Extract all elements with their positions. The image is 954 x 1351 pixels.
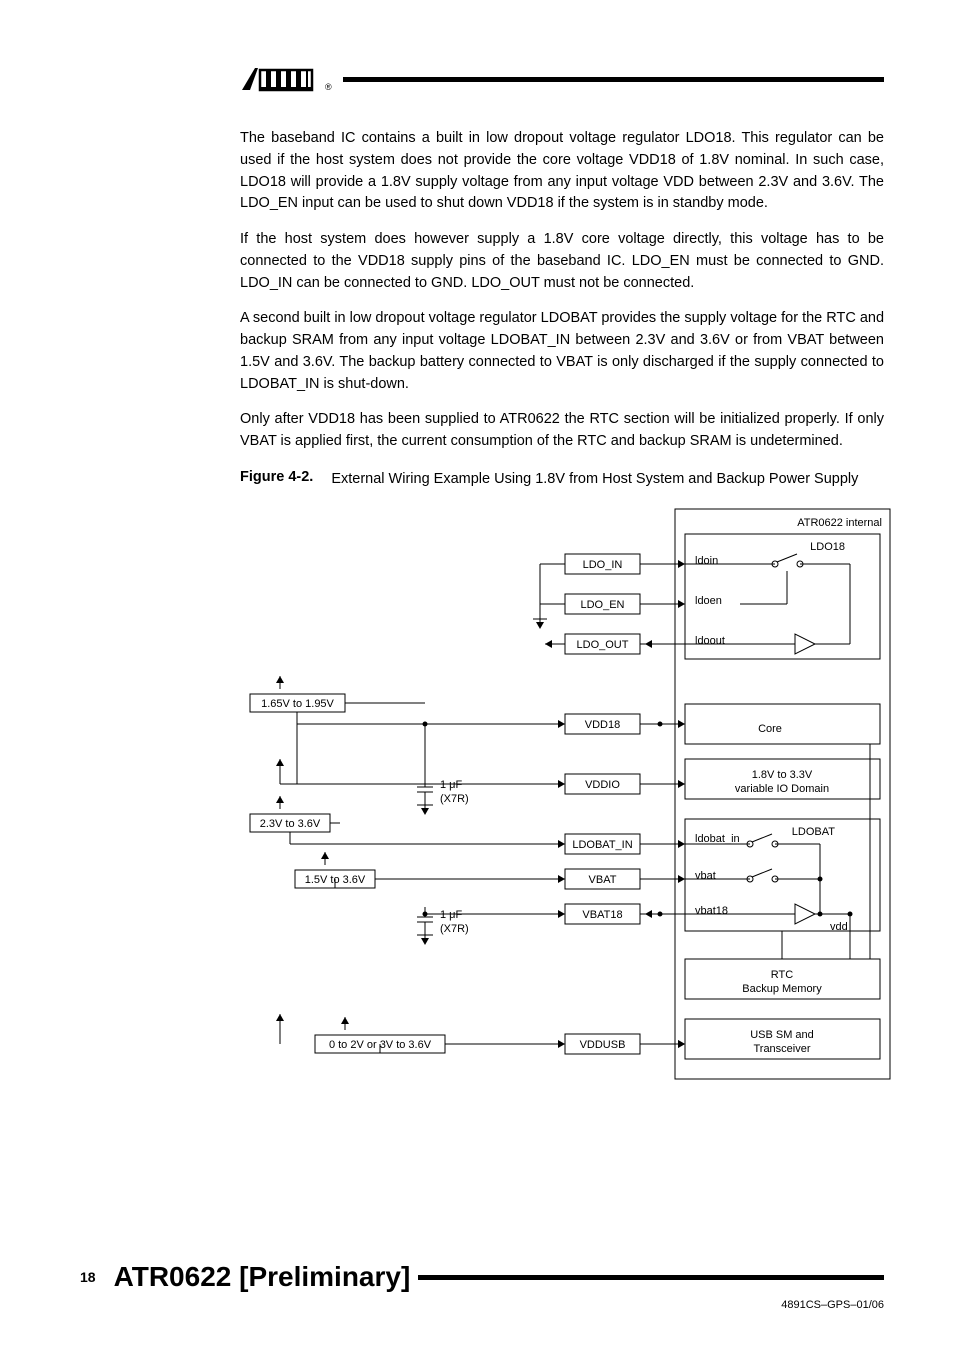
paragraph-1: The baseband IC contains a built in low … <box>240 128 884 215</box>
svg-text:1 μF: 1 μF <box>440 908 463 920</box>
svg-text:vbat18: vbat18 <box>695 904 728 916</box>
svg-text:LDO_OUT: LDO_OUT <box>577 638 629 650</box>
svg-text:LDO_EN: LDO_EN <box>580 598 624 610</box>
footer-bar <box>418 1275 884 1280</box>
svg-text:ldoen: ldoen <box>695 594 722 606</box>
svg-text:vbat: vbat <box>695 869 716 881</box>
svg-text:RTC: RTC <box>771 968 793 980</box>
header-bar <box>343 77 884 82</box>
svg-text:VDDUSB: VDDUSB <box>580 1038 626 1050</box>
figure-diagram: ATR0622 internal LDO18 Core 1.8V to 3.3V var… <box>240 499 900 1099</box>
header-row: ® <box>80 60 884 98</box>
paragraph-4: Only after VDD18 has been supplied to AT… <box>240 409 884 453</box>
svg-text:ldobat_in: ldobat_in <box>695 832 740 844</box>
svg-text:vdd: vdd <box>830 920 848 932</box>
doc-id: 4891CS–GPS–01/06 <box>80 1299 884 1311</box>
svg-text:LDOBAT_IN: LDOBAT_IN <box>572 838 632 850</box>
svg-text:USB SM and: USB SM and <box>750 1028 814 1040</box>
svg-text:Transceiver: Transceiver <box>753 1042 810 1054</box>
figure-label: Figure 4-2. <box>240 469 313 491</box>
svg-text:variable IO Domain: variable IO Domain <box>735 782 829 794</box>
svg-text:ldoout: ldoout <box>695 634 725 646</box>
svg-text:Core: Core <box>758 722 782 734</box>
figure-title: External Wiring Example Using 1.8V from … <box>331 469 858 491</box>
svg-text:VDDIO: VDDIO <box>585 778 620 790</box>
svg-text:(X7R): (X7R) <box>440 922 469 934</box>
figure-caption: Figure 4-2. External Wiring Example Usin… <box>240 469 884 491</box>
svg-text:2.3V to 3.6V: 2.3V to 3.6V <box>260 817 321 829</box>
svg-text:LDOBAT: LDOBAT <box>792 825 835 837</box>
page-number: 18 <box>80 1269 96 1285</box>
content-area: The baseband IC contains a built in low … <box>240 128 884 1099</box>
svg-text:LDO18: LDO18 <box>810 540 845 552</box>
svg-text:ATR0622 internal: ATR0622 internal <box>797 516 882 528</box>
atmel-logo: ® <box>240 60 335 98</box>
paragraph-3: A second built in low dropout voltage re… <box>240 308 884 395</box>
svg-text:®: ® <box>325 82 332 92</box>
svg-text:(X7R): (X7R) <box>440 792 469 804</box>
svg-text:1 μF: 1 μF <box>440 778 463 790</box>
svg-text:1.65V to 1.95V: 1.65V to 1.95V <box>261 697 334 709</box>
svg-text:Backup Memory: Backup Memory <box>742 982 822 994</box>
doc-title: ATR0622 [Preliminary] <box>114 1261 411 1293</box>
paragraph-2: If the host system does however supply a… <box>240 229 884 294</box>
footer: 18 ATR0622 [Preliminary] 4891CS–GPS–01/0… <box>80 1261 884 1311</box>
svg-text:VBAT: VBAT <box>589 873 617 885</box>
svg-text:ldoin: ldoin <box>695 554 718 566</box>
svg-text:1.8V to 3.3V: 1.8V to 3.3V <box>752 768 813 780</box>
svg-text:VBAT18: VBAT18 <box>582 908 622 920</box>
svg-text:VDD18: VDD18 <box>585 718 620 730</box>
svg-text:LDO_IN: LDO_IN <box>583 558 623 570</box>
